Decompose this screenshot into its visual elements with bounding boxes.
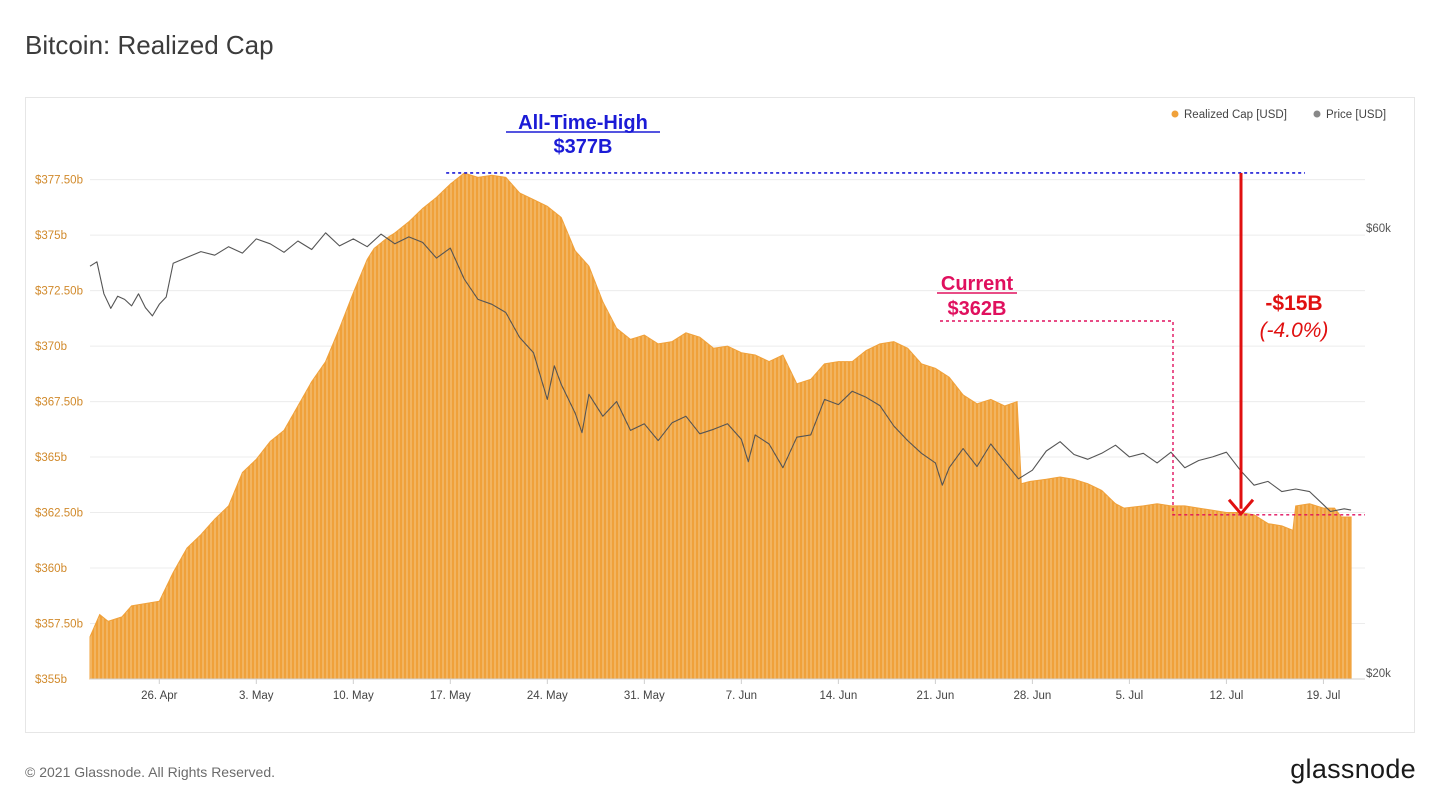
change-percent: (-4.0%) [1260,319,1329,342]
change-arrow-head [1227,498,1255,517]
y-left-tick-label: $377.50b [35,175,83,187]
y-left-tick-label: $367.50b [35,397,83,409]
legend-marker [1313,110,1321,118]
x-tick-label: 5. Jul [1116,690,1144,702]
axes: $355b $357.50b $360b $362.50b $365b $367.50b $… [35,175,1391,702]
legend-label: Price [USD] [1326,109,1386,121]
price-series [89,232,1352,513]
current-value: $362B [948,298,1007,320]
ath-label: All-Time-High [518,112,648,134]
y-right-tick-label: $20k [1366,668,1391,680]
glassnode-logo[interactable]: glassnode [1290,754,1416,784]
page-title: Bitcoin: Realized Cap [25,30,274,60]
ath-value: $377B [554,136,613,158]
x-tick-label: 19. Jul [1306,690,1340,702]
legend: Realized Cap [USD] Price [USD] [1171,109,1386,121]
copyright-text: © 2021 Glassnode. All Rights Reserved. [25,764,276,780]
price-line [89,232,1352,513]
x-tick-label: 24. May [527,690,568,702]
y-left-tick-label: $372.50b [35,286,83,298]
x-tick-label: 14. Jun [820,690,858,702]
legend-marker [1171,110,1179,118]
chart-frame [25,97,1415,733]
x-tick-label: 26. Apr [141,690,178,702]
x-tick-label: 17. May [430,690,471,702]
current-label: Current [941,273,1014,295]
y-left-tick-label: $357.50b [35,619,83,631]
y-left-tick-label: $360b [35,563,67,575]
x-tick-label: 7. Jun [726,690,757,702]
annotations: All-Time-High$377B Current $362B -$15B (-4.0… [446,112,1365,517]
change-value: -$15B [1265,292,1322,315]
x-tick-label: 10. May [333,690,374,702]
current-dashed-line [940,320,1365,516]
y-left-tick-label: $365b [35,452,67,464]
y-right-tick-label: $60k [1366,223,1391,235]
x-tick-label: 31. May [624,690,665,702]
x-tick-label: 12. Jul [1209,690,1243,702]
y-left-tick-label: $362.50b [35,508,83,520]
y-left-tick-label: $355b [35,674,67,686]
x-tick-label: 3. May [239,690,274,702]
legend-label: Realized Cap [USD] [1184,109,1287,121]
y-left-tick-label: $370b [35,341,67,353]
x-tick-label: 28. Jun [1014,690,1052,702]
y-left-tick-label: $375b [35,230,67,242]
x-tick-label: 21. Jun [917,690,955,702]
